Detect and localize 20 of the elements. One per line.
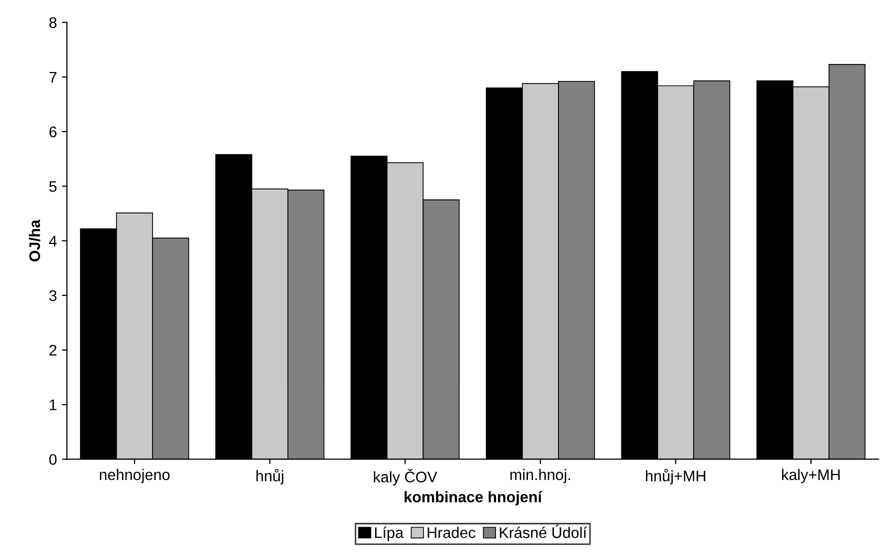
y-tick-label: 6 (49, 126, 57, 138)
x-tick-label: hnůj (256, 468, 284, 484)
y-tick-label: 2 (49, 344, 56, 356)
y-tick-label: 4 (49, 236, 57, 246)
y-tick-label: 7 (49, 72, 56, 83)
x-tick-label: kaly+MH (782, 468, 840, 484)
x-axis-title: kombinace hnojení (404, 491, 542, 506)
x-tick-label: min.hnoj. (510, 468, 570, 484)
legend-label: Lípa (375, 526, 404, 542)
y-tick-label: 3 (49, 290, 57, 302)
y-tick-label: 5 (49, 181, 57, 192)
y-tick-label: 0 (49, 454, 57, 465)
x-tick-label: hnůj+MH (646, 468, 706, 484)
legend-label: Krásné Údolí (500, 524, 587, 538)
x-tick-label: nehnojeno (100, 468, 170, 484)
y-tick-label: 8 (49, 17, 57, 28)
y-axis-title: OJ/ha (28, 219, 40, 262)
legend-label: Hradec (428, 526, 476, 538)
y-tick-label: 1 (50, 400, 56, 410)
x-tick-label: kaly ČOV (374, 468, 438, 486)
